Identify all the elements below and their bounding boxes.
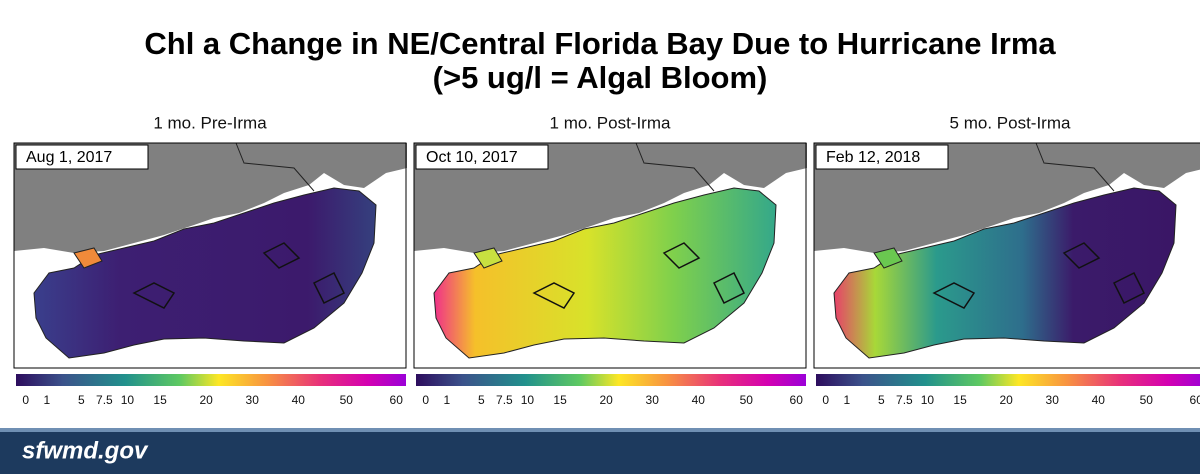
colorbar-tick-label: 60 xyxy=(1190,393,1200,407)
land xyxy=(414,143,807,253)
colorbar-tick-label: 30 xyxy=(1046,393,1060,407)
date-label: Oct 10, 2017 xyxy=(426,149,518,166)
islands xyxy=(132,242,346,309)
colorbar-tick-label: 20 xyxy=(999,393,1013,407)
colorbar-tick-label: 50 xyxy=(340,393,354,407)
colorbar-tick-label: 60 xyxy=(390,393,404,407)
panel-heading: 1 mo. Pre-Irma xyxy=(153,113,267,132)
colorbar-tick-label: 30 xyxy=(646,393,660,407)
colorbar-tick-label: 7.5 xyxy=(496,393,513,407)
colorbar-tick-label: 1 xyxy=(43,393,50,407)
land-boundary xyxy=(1035,142,1115,192)
colorbar-tick-label: 0 xyxy=(422,393,429,407)
colorbar-tick-label: 7.5 xyxy=(896,393,913,407)
islands xyxy=(532,242,746,309)
date-label: Aug 1, 2017 xyxy=(26,149,112,166)
colorbar-tick-label: 15 xyxy=(153,393,167,407)
colorbar-tick-label: 50 xyxy=(1140,393,1154,407)
colorbar-tick-label: 60 xyxy=(790,393,804,407)
islands xyxy=(932,242,1146,309)
colorbar xyxy=(416,374,806,386)
colorbar-tick-label: 10 xyxy=(121,393,135,407)
bay-chlorophyll xyxy=(833,187,1177,359)
bay-chlorophyll xyxy=(33,187,377,359)
title-line: (>5 ug/l = Algal Bloom) xyxy=(433,60,768,95)
lake-blob xyxy=(473,247,503,269)
panel-heading: 1 mo. Post-Irma xyxy=(550,113,671,132)
colorbar-tick-label: 7.5 xyxy=(96,393,113,407)
land xyxy=(814,143,1200,253)
colorbar xyxy=(16,374,406,386)
colorbar-tick-label: 40 xyxy=(292,393,306,407)
footer-text: sfwmd.gov xyxy=(22,437,149,464)
colorbar-tick-label: 0 xyxy=(822,393,829,407)
colorbar-tick-label: 5 xyxy=(78,393,85,407)
colorbar-tick-label: 40 xyxy=(1092,393,1106,407)
footer-band xyxy=(0,428,1200,474)
lake-blob xyxy=(873,247,903,269)
date-box xyxy=(15,144,149,170)
date-box xyxy=(815,144,949,170)
colorbar-tick-label: 20 xyxy=(199,393,213,407)
bay-chlorophyll xyxy=(433,187,777,359)
colorbar-tick-label: 1 xyxy=(443,393,450,407)
date-box xyxy=(415,144,549,170)
colorbar-tick-label: 30 xyxy=(246,393,260,407)
date-label: Feb 12, 2018 xyxy=(826,149,920,166)
colorbar xyxy=(816,374,1200,386)
colorbar-tick-label: 0 xyxy=(22,393,29,407)
title-line: Chl a Change in NE/Central Florida Bay D… xyxy=(144,26,1056,61)
land-boundary xyxy=(635,142,715,192)
land xyxy=(14,143,407,253)
land-boundary xyxy=(235,142,315,192)
colorbar-tick-label: 10 xyxy=(921,393,935,407)
colorbar-tick-label: 15 xyxy=(553,393,567,407)
map-frame xyxy=(813,142,1200,369)
map-frame xyxy=(413,142,807,369)
map-panel: Oct 10, 2017 xyxy=(413,142,807,369)
map-panel: Aug 1, 2017 xyxy=(13,142,407,369)
lake-blob xyxy=(73,247,103,269)
panel-heading: 5 mo. Post-Irma xyxy=(950,113,1071,132)
map-frame xyxy=(13,142,407,369)
map-panel: Feb 12, 2018 xyxy=(813,142,1200,369)
colorbar-tick-label: 15 xyxy=(953,393,967,407)
colorbar-tick-label: 20 xyxy=(599,393,613,407)
colorbar-tick-label: 10 xyxy=(521,393,535,407)
colorbar-tick-label: 5 xyxy=(478,393,485,407)
footer-rule xyxy=(0,428,1200,432)
colorbar-tick-label: 1 xyxy=(843,393,850,407)
colorbar-tick-label: 5 xyxy=(878,393,885,407)
colorbar-tick-label: 50 xyxy=(740,393,754,407)
colorbar-tick-label: 40 xyxy=(692,393,706,407)
